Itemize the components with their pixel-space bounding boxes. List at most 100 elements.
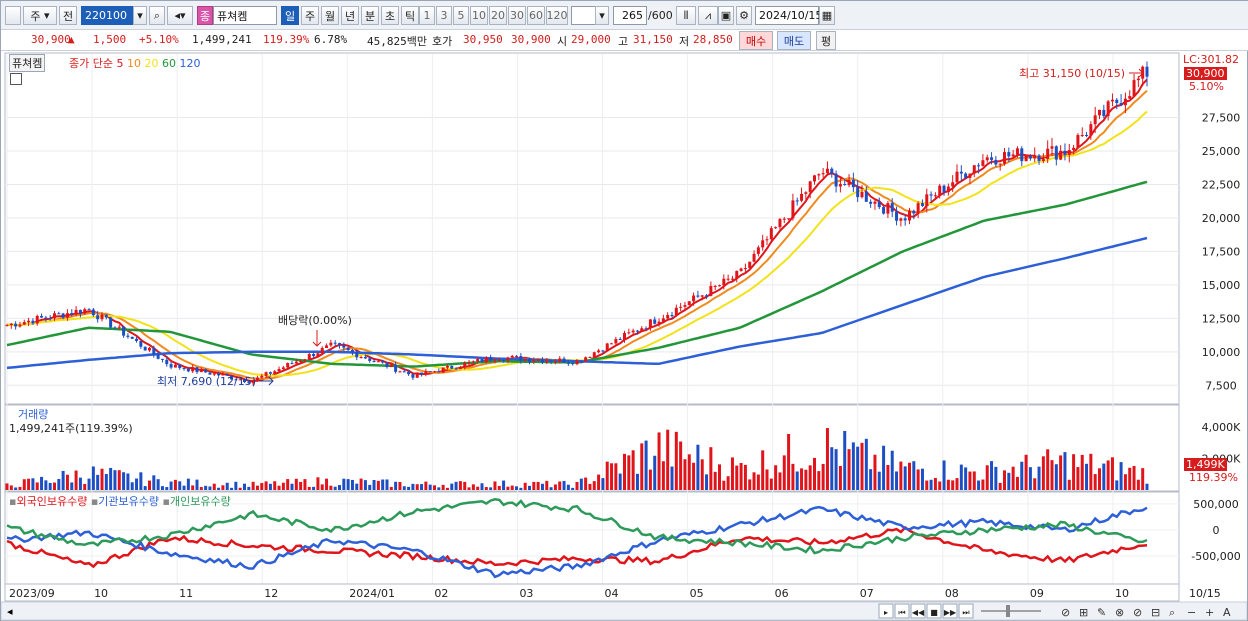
window-menu-icon[interactable] bbox=[5, 6, 21, 25]
zoom-tool-icon[interactable]: ⊗ bbox=[1115, 606, 1124, 619]
indicator-icon[interactable]: ⩘ bbox=[698, 6, 718, 25]
zoom-tool-icon[interactable]: + bbox=[1205, 606, 1214, 619]
code-dropdown-button[interactable]: ▾ bbox=[133, 6, 147, 25]
candle-body bbox=[830, 168, 834, 174]
buy-button[interactable]: 매수 bbox=[739, 31, 773, 50]
zoom-tool-icon[interactable]: ⊞ bbox=[1079, 606, 1088, 619]
stock-name-field[interactable]: 퓨쳐켐 bbox=[213, 6, 277, 25]
sell-button[interactable]: 매도 bbox=[777, 31, 811, 50]
search-icon[interactable]: ⌕ bbox=[149, 6, 165, 25]
candle-body bbox=[739, 268, 743, 271]
volume-bar bbox=[985, 465, 989, 490]
zoom-slider-handle[interactable] bbox=[1006, 605, 1010, 617]
interval-tab-1[interactable]: 1 bbox=[419, 6, 435, 25]
candle-body bbox=[713, 285, 717, 287]
ma-legend-item-60[interactable]: 60 bbox=[158, 57, 176, 70]
volume-bar bbox=[808, 465, 812, 490]
volume-bar bbox=[506, 486, 510, 490]
volume-bar bbox=[458, 481, 462, 490]
interval-tab-10[interactable]: 10 bbox=[470, 6, 488, 25]
volume-bar bbox=[385, 479, 389, 490]
eval-button[interactable]: 평 bbox=[816, 31, 836, 50]
holding-legend-item-2[interactable]: 개인보유수량 bbox=[169, 495, 231, 508]
date-input[interactable]: 2024/10/15 bbox=[755, 6, 822, 25]
chart-area[interactable]: 27,500 25,000 22,500 20,000 17,500 15,000 12,5… bbox=[1, 52, 1247, 621]
interval-tab-3[interactable]: 3 bbox=[436, 6, 452, 25]
candle-body bbox=[255, 377, 259, 381]
interval-tab-20[interactable]: 20 bbox=[489, 6, 507, 25]
speaker-icon[interactable]: ◂▾ bbox=[167, 6, 193, 25]
volume-bar bbox=[402, 486, 406, 490]
volume-bar bbox=[756, 474, 760, 490]
volume-bar bbox=[437, 487, 441, 490]
up-arrow-icon: ▲ bbox=[68, 33, 75, 46]
ma-legend-item-10[interactable]: 10 bbox=[123, 57, 141, 70]
candle-body bbox=[22, 322, 26, 325]
volume-bar bbox=[208, 486, 212, 490]
volume-bar bbox=[1102, 463, 1106, 490]
candle-body bbox=[709, 286, 713, 296]
bar-count-input[interactable]: 265 bbox=[613, 6, 647, 25]
nav-button-3[interactable] bbox=[926, 603, 942, 619]
volume-panel-title: 거래량 bbox=[18, 408, 49, 421]
period-tab-4[interactable]: 분 bbox=[361, 6, 379, 25]
ma-legend-item-120[interactable]: 120 bbox=[175, 57, 201, 70]
candle-body bbox=[122, 326, 126, 336]
holding-line-0 bbox=[6, 525, 1148, 569]
volume-bar bbox=[148, 480, 151, 490]
period-tab-5[interactable]: 초 bbox=[381, 6, 399, 25]
interval-tab-60[interactable]: 60 bbox=[527, 6, 545, 25]
x-axis-label: 08 bbox=[945, 587, 959, 600]
zoom-tool-icon[interactable]: ✎ bbox=[1097, 606, 1106, 619]
ma-legend-item-20[interactable]: 20 bbox=[140, 57, 159, 70]
volume-bar bbox=[519, 487, 523, 490]
calendar-icon[interactable]: ▦ bbox=[819, 6, 835, 25]
zoom-tool-icon[interactable]: A bbox=[1223, 606, 1231, 619]
stock-code-input[interactable]: 220100 bbox=[81, 6, 133, 25]
volume-bar bbox=[1067, 479, 1071, 490]
candle-body bbox=[385, 362, 389, 368]
interval-tab-5[interactable]: 5 bbox=[453, 6, 469, 25]
zoom-tool-icon[interactable]: − bbox=[1187, 606, 1196, 619]
volume-bar bbox=[1085, 463, 1089, 490]
candle-body bbox=[126, 335, 130, 337]
zoom-tool-icon[interactable]: ⊟ bbox=[1151, 606, 1160, 619]
period-tab-6[interactable]: 틱 bbox=[401, 6, 419, 25]
candle-body bbox=[65, 313, 69, 318]
candle-style-icon[interactable]: ⫴ bbox=[676, 6, 696, 25]
nav-button-1[interactable] bbox=[894, 603, 910, 619]
period-tab-2[interactable]: 월 bbox=[321, 6, 339, 25]
holding-legend-item-0[interactable]: 외국인보유수량 bbox=[16, 495, 91, 508]
price-panel[interactable] bbox=[4, 52, 1180, 405]
gear-icon[interactable]: ⚙ bbox=[736, 6, 752, 25]
period-tab-1[interactable]: 주 bbox=[301, 6, 319, 25]
interval-dropdown-button[interactable]: ▾ bbox=[595, 6, 609, 25]
nav-button-4[interactable] bbox=[942, 603, 958, 619]
nav-button-0[interactable] bbox=[878, 603, 894, 619]
volume-bar bbox=[549, 487, 553, 490]
zoom-tool-icon[interactable]: ⌕ bbox=[1169, 606, 1175, 619]
scroll-left-icon[interactable]: ◂ bbox=[7, 605, 13, 618]
period-tab-3[interactable]: 년 bbox=[341, 6, 359, 25]
zoom-tool-icon[interactable]: ⊘ bbox=[1061, 606, 1070, 619]
candle-body bbox=[566, 362, 570, 364]
volume-bar bbox=[575, 481, 579, 490]
mode-select-2[interactable]: 전 bbox=[59, 6, 77, 25]
table-toggle-icon[interactable] bbox=[10, 73, 22, 85]
save-icon[interactable]: ▣ bbox=[718, 6, 734, 25]
zoom-tool-icon[interactable]: ⊘ bbox=[1133, 606, 1142, 619]
mode-select-1[interactable]: 주 ▾ bbox=[23, 6, 57, 25]
nav-button-2[interactable] bbox=[910, 603, 926, 619]
candle-body bbox=[1015, 148, 1019, 155]
volume-bar bbox=[355, 483, 359, 490]
candle-body bbox=[402, 371, 406, 373]
candle-body bbox=[389, 364, 393, 368]
volume-panel[interactable] bbox=[4, 404, 1180, 492]
ma-legend-item-5[interactable]: 5 bbox=[116, 57, 124, 70]
nav-glyph-icon: ▸ bbox=[884, 608, 888, 617]
interval-tab-120[interactable]: 120 bbox=[546, 6, 568, 25]
holding-legend-item-1[interactable]: 기관보유수량 bbox=[98, 495, 163, 508]
nav-button-5[interactable] bbox=[958, 603, 974, 619]
interval-tab-30[interactable]: 30 bbox=[508, 6, 526, 25]
period-tab-0[interactable]: 일 bbox=[281, 6, 299, 25]
